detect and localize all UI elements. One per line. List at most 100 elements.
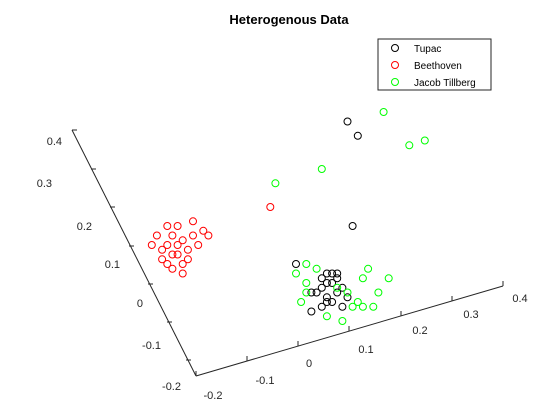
data-point bbox=[333, 274, 342, 283]
z-tick-label: 0.4 bbox=[47, 136, 62, 148]
data-point bbox=[302, 260, 311, 268]
data-point bbox=[343, 293, 352, 302]
data-point bbox=[307, 288, 316, 297]
z-tick-label: 0.3 bbox=[37, 178, 52, 190]
data-point bbox=[199, 226, 208, 235]
data-point bbox=[322, 298, 331, 306]
data-point bbox=[343, 288, 352, 297]
data-point bbox=[292, 260, 300, 268]
x-tick-label: 0.4 bbox=[512, 293, 527, 305]
data-point bbox=[384, 274, 393, 283]
data-point bbox=[152, 231, 161, 240]
x-tick-label: 0.2 bbox=[412, 325, 427, 337]
data-point bbox=[369, 302, 378, 311]
legend: Tupac Beethoven Jacob Tillberg bbox=[377, 38, 492, 91]
data-point bbox=[173, 222, 182, 230]
data-point bbox=[168, 264, 177, 273]
data-point bbox=[353, 298, 362, 306]
data-point bbox=[379, 108, 388, 116]
data-point bbox=[322, 293, 331, 302]
legend-label: Jacob Tillberg bbox=[414, 78, 476, 89]
data-point bbox=[317, 165, 326, 173]
z-axis-ticks bbox=[72, 129, 191, 361]
data-point bbox=[317, 283, 326, 292]
data-point bbox=[147, 241, 156, 249]
data-point bbox=[338, 283, 347, 292]
data-point bbox=[358, 274, 367, 283]
data-point bbox=[158, 255, 167, 264]
data-point bbox=[163, 241, 172, 249]
data-point bbox=[307, 307, 316, 316]
data-point bbox=[333, 269, 342, 278]
x-tick-label: 0.3 bbox=[463, 309, 478, 321]
x-axis-tick-labels: -0.2 -0.1 0 0.1 0.2 0.3 0.4 bbox=[204, 293, 528, 402]
z-tick-label: 0.2 bbox=[77, 221, 92, 233]
x-axis-ticks bbox=[195, 281, 504, 376]
data-point bbox=[348, 222, 357, 230]
data-point bbox=[343, 117, 352, 126]
x-tick-label: 0 bbox=[306, 358, 312, 370]
data-point bbox=[178, 236, 187, 245]
data-point bbox=[322, 279, 331, 287]
data-point bbox=[158, 245, 167, 254]
series-1 bbox=[147, 203, 275, 278]
data-point bbox=[163, 222, 172, 230]
data-point bbox=[364, 264, 373, 273]
data-point bbox=[353, 131, 362, 140]
data-point bbox=[204, 231, 213, 240]
data-point bbox=[348, 302, 357, 311]
data-point bbox=[333, 283, 342, 292]
data-point bbox=[338, 302, 347, 311]
data-point bbox=[302, 279, 311, 287]
z-tick-label: -0.1 bbox=[142, 340, 161, 352]
data-point bbox=[189, 231, 197, 240]
data-point bbox=[374, 288, 383, 297]
data-point bbox=[405, 141, 414, 150]
legend-label: Tupac bbox=[414, 44, 441, 55]
z-tick-label: 0.1 bbox=[105, 259, 120, 271]
x-tick-label: -0.1 bbox=[256, 375, 275, 387]
data-point bbox=[322, 312, 331, 321]
data-point bbox=[271, 179, 280, 188]
data-point bbox=[168, 231, 177, 240]
data-point bbox=[420, 136, 429, 145]
data-point bbox=[183, 255, 192, 264]
data-point bbox=[266, 203, 275, 211]
data-point bbox=[338, 317, 347, 325]
legend-marker bbox=[391, 44, 399, 52]
data-point bbox=[297, 298, 306, 306]
data-point bbox=[328, 269, 337, 278]
data-points bbox=[147, 108, 429, 325]
data-point bbox=[178, 260, 187, 268]
z-axis-tick-labels: 0.4 0.3 0.2 0.1 0 -0.1 -0.2 bbox=[37, 136, 181, 393]
data-point bbox=[163, 260, 172, 268]
data-point bbox=[173, 250, 182, 259]
data-point bbox=[333, 288, 342, 297]
data-point bbox=[173, 241, 182, 249]
legend-box bbox=[377, 38, 492, 91]
data-point bbox=[302, 288, 311, 297]
data-point bbox=[189, 217, 197, 226]
data-point bbox=[312, 288, 321, 297]
data-point bbox=[328, 298, 337, 306]
series-0 bbox=[292, 117, 362, 316]
data-point bbox=[358, 302, 367, 311]
legend-marker bbox=[391, 78, 399, 86]
legend-label: Beethoven bbox=[414, 61, 462, 72]
data-point bbox=[328, 279, 337, 287]
data-point bbox=[194, 241, 203, 249]
z-tick-label: 0 bbox=[137, 298, 143, 310]
legend-marker bbox=[391, 61, 399, 69]
data-point bbox=[183, 245, 192, 254]
data-point bbox=[317, 302, 326, 311]
data-point bbox=[292, 269, 300, 278]
series-2 bbox=[271, 108, 429, 325]
z-tick-label: -0.2 bbox=[162, 381, 181, 393]
data-point bbox=[317, 274, 326, 283]
x-tick-label: -0.2 bbox=[204, 390, 223, 402]
data-point bbox=[168, 250, 177, 259]
data-point bbox=[178, 269, 187, 278]
z-axis-line bbox=[71, 129, 197, 377]
chart-title: Heterogenous Data bbox=[229, 12, 349, 27]
